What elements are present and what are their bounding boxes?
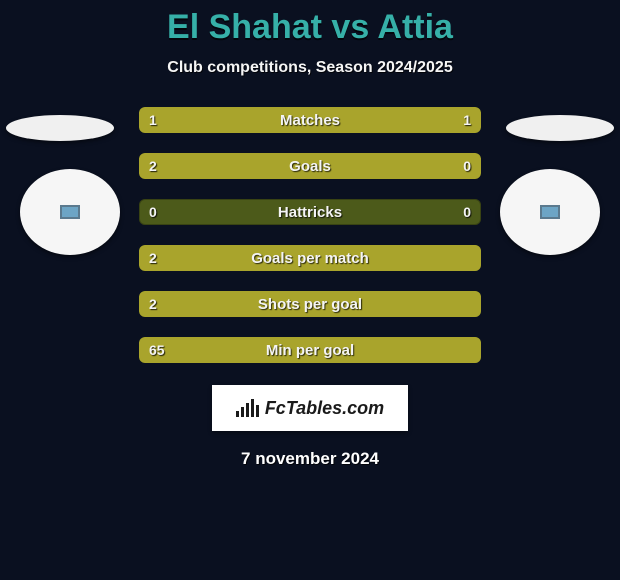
stat-value-left: 65 — [139, 337, 175, 363]
fctables-logo: FcTables.com — [212, 385, 408, 431]
snapshot-date: 7 november 2024 — [0, 449, 620, 469]
stat-bars: 11Matches20Goals00Hattricks2Goals per ma… — [139, 107, 481, 363]
stat-bar: 20Goals — [139, 153, 481, 179]
stat-bar: 11Matches — [139, 107, 481, 133]
stat-bar: 0 0Hattricks — [139, 199, 481, 225]
club-badge-left — [20, 169, 120, 255]
stat-value-left: 2 — [139, 153, 167, 179]
stat-value-left: 2 — [139, 245, 167, 271]
stat-bar-fill-left — [139, 153, 406, 179]
comparison-panel: 11Matches20Goals00Hattricks2Goals per ma… — [0, 107, 620, 363]
page-title: El Shahat vs Attia — [0, 0, 620, 47]
fctables-logo-text: FcTables.com — [265, 398, 384, 419]
club-badge-right-icon — [540, 205, 560, 219]
stat-value-right — [461, 337, 481, 363]
stat-value-right: 1 — [453, 107, 481, 133]
club-badge-right — [500, 169, 600, 255]
stat-value-right: 0 — [453, 153, 481, 179]
player-photo-left-placeholder — [6, 115, 114, 141]
stat-label: Hattricks — [139, 199, 481, 225]
stat-bar: 2Shots per goal — [139, 291, 481, 317]
stat-bar-fill-left — [139, 291, 481, 317]
stat-value-left: 2 — [139, 291, 167, 317]
stat-bar-fill-left — [139, 245, 481, 271]
player-photo-right-placeholder — [506, 115, 614, 141]
stat-value-right: 0 — [453, 199, 481, 225]
stat-bar-fill-left — [139, 337, 481, 363]
fctables-logo-icon — [236, 399, 259, 417]
stat-value-right — [461, 245, 481, 271]
stat-value-right — [461, 291, 481, 317]
page-subtitle: Club competitions, Season 2024/2025 — [0, 59, 620, 77]
stat-value-left: 0 — [139, 199, 167, 225]
stat-bar: 2Goals per match — [139, 245, 481, 271]
stat-value-left: 1 — [139, 107, 167, 133]
stat-bar: 65Min per goal — [139, 337, 481, 363]
club-badge-left-icon — [60, 205, 80, 219]
